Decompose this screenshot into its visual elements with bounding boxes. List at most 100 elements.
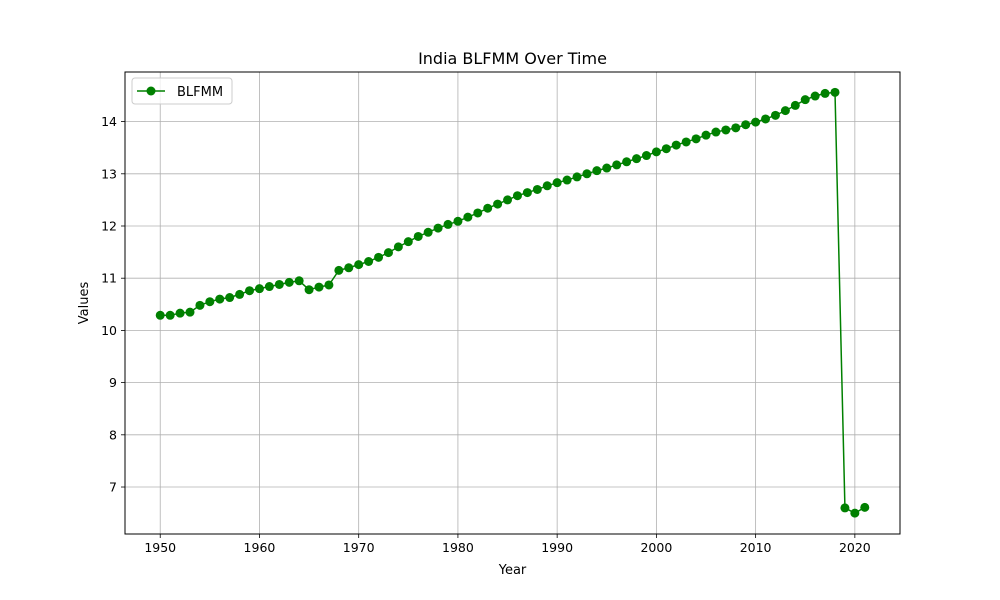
data-point xyxy=(641,151,651,161)
data-point xyxy=(770,110,780,120)
data-point xyxy=(443,219,453,229)
y-tick-label: 9 xyxy=(109,375,117,390)
data-point xyxy=(542,181,552,191)
data-point xyxy=(155,310,165,320)
data-point xyxy=(691,134,701,144)
legend: BLFMM xyxy=(131,77,233,105)
legend-box xyxy=(131,77,233,105)
data-point xyxy=(264,282,274,292)
data-point xyxy=(334,265,344,275)
data-point xyxy=(612,160,622,170)
data-point xyxy=(165,310,175,320)
data-point xyxy=(403,237,413,247)
data-point xyxy=(820,88,830,98)
data-point xyxy=(830,87,840,97)
data-point xyxy=(374,252,384,262)
data-point xyxy=(503,195,513,205)
data-point xyxy=(850,508,860,518)
data-point xyxy=(840,503,850,513)
data-point xyxy=(681,137,691,147)
plot-frame xyxy=(124,71,901,535)
data-point xyxy=(512,191,522,201)
data-point xyxy=(215,294,225,304)
data-point xyxy=(522,188,532,198)
y-tick-label: 14 xyxy=(101,114,117,129)
data-point xyxy=(790,100,800,110)
data-point xyxy=(364,257,374,266)
data-point xyxy=(532,184,542,194)
y-tick-label: 8 xyxy=(109,427,117,442)
data-point xyxy=(205,297,215,307)
data-point xyxy=(810,91,820,101)
y-tick-label: 7 xyxy=(109,480,117,495)
data-point xyxy=(721,125,731,135)
data-point xyxy=(860,502,870,512)
data-point xyxy=(354,260,364,270)
data-point xyxy=(393,242,403,252)
x-tick-label: 2010 xyxy=(740,540,772,555)
data-point xyxy=(274,279,284,289)
chart-title: India BLFMM Over Time xyxy=(418,49,607,68)
y-tick-label: 11 xyxy=(101,271,117,286)
data-point xyxy=(235,289,245,299)
data-point xyxy=(483,203,493,213)
data-point xyxy=(562,175,572,185)
x-tick-label: 1950 xyxy=(144,540,176,555)
plot-area xyxy=(125,72,900,534)
data-point xyxy=(761,114,771,124)
data-point xyxy=(423,227,433,237)
data-point xyxy=(711,127,721,137)
legend-label: BLFMM xyxy=(177,85,223,100)
data-point xyxy=(622,157,632,167)
x-tick-label: 1980 xyxy=(442,540,474,555)
data-point xyxy=(225,293,235,303)
data-point xyxy=(751,117,761,127)
data-point xyxy=(185,307,195,317)
data-point xyxy=(324,280,334,290)
data-point xyxy=(661,144,671,154)
data-point xyxy=(245,286,255,296)
data-point xyxy=(413,231,423,241)
x-tick-label: 2000 xyxy=(640,540,672,555)
data-point xyxy=(701,130,711,140)
data-point xyxy=(314,282,324,292)
data-point xyxy=(671,140,681,150)
data-point xyxy=(572,172,582,182)
axis-ticks: 1950 1960 1970 1980 1990 2000 2010 2020 7 8 9 10 11 1… xyxy=(101,114,871,555)
data-point xyxy=(651,147,661,157)
x-axis-label: Year xyxy=(498,563,527,578)
data-point xyxy=(463,212,473,222)
data-point xyxy=(175,308,185,318)
data-point xyxy=(800,95,810,105)
grid-lines xyxy=(125,72,900,534)
data-point xyxy=(284,277,294,287)
data-point xyxy=(344,263,354,273)
data-point xyxy=(195,300,205,310)
y-axis-label: Values xyxy=(77,282,92,325)
x-tick-label: 1960 xyxy=(244,540,276,555)
x-tick-label: 1970 xyxy=(343,540,375,555)
data-point xyxy=(433,223,443,233)
data-point xyxy=(592,166,602,176)
data-point xyxy=(731,123,741,133)
data-point xyxy=(453,216,463,226)
y-tick-label: 12 xyxy=(101,219,117,234)
data-point xyxy=(632,154,642,164)
data-point xyxy=(493,199,503,209)
data-point xyxy=(780,106,790,116)
data-point xyxy=(294,276,304,286)
y-tick-label: 10 xyxy=(101,323,117,338)
data-point xyxy=(383,248,393,258)
x-tick-label: 1990 xyxy=(541,540,573,555)
y-tick-label: 13 xyxy=(101,166,117,181)
x-tick-label: 2020 xyxy=(839,540,871,555)
data-point xyxy=(582,169,592,179)
legend-marker xyxy=(146,86,156,96)
series-layer xyxy=(155,87,870,518)
data-point xyxy=(304,285,314,295)
data-point xyxy=(552,178,562,188)
data-point xyxy=(741,120,751,130)
data-point xyxy=(254,284,264,294)
data-point xyxy=(602,163,612,173)
